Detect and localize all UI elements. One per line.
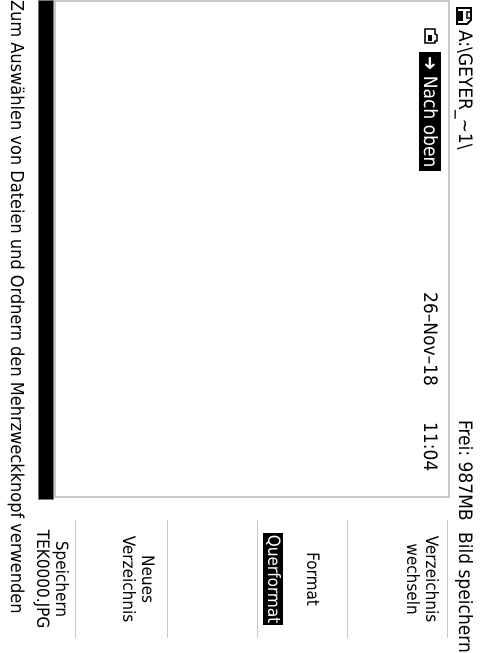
new-directory-button[interactable]: Neues Verzeichnis bbox=[118, 535, 157, 623]
format-button[interactable]: Format Querformat bbox=[263, 520, 340, 638]
menu-divider bbox=[257, 520, 258, 638]
menu-divider bbox=[167, 520, 168, 638]
menu-divider bbox=[347, 520, 348, 638]
save-button[interactable]: Speichern TEK0000.JPG bbox=[32, 529, 71, 629]
format-label: Format bbox=[302, 552, 322, 606]
free-space: Frei: 987MB bbox=[454, 420, 476, 521]
file-time: 11:04 bbox=[419, 422, 441, 472]
help-text: Zum Auswählen von Dateien und Ordnern de… bbox=[6, 0, 27, 614]
file-list[interactable]: ➜ Nach oben 26–Nov–18 11:04 bbox=[54, 0, 450, 498]
page-title: Bild speichern bbox=[454, 532, 476, 653]
disk-icon bbox=[456, 7, 472, 25]
file-date: 26–Nov–18 bbox=[419, 292, 441, 386]
folder-icon bbox=[424, 28, 438, 44]
file-row-parent[interactable]: ➜ Nach oben 26–Nov–18 11:04 bbox=[418, 2, 442, 492]
change-directory-button[interactable]: Verzeichnis wechseln bbox=[402, 535, 441, 623]
scrollbar[interactable] bbox=[38, 0, 54, 500]
menu-divider bbox=[75, 520, 76, 638]
title-bar: A:\GEYER_~1\ Frei: 987MB Bild speichern bbox=[450, 0, 480, 653]
format-value[interactable]: Querformat bbox=[263, 532, 283, 626]
menu-divider bbox=[447, 520, 448, 638]
current-path: A:\GEYER_~1\ bbox=[454, 30, 476, 150]
file-name[interactable]: ➜ Nach oben bbox=[419, 52, 441, 172]
